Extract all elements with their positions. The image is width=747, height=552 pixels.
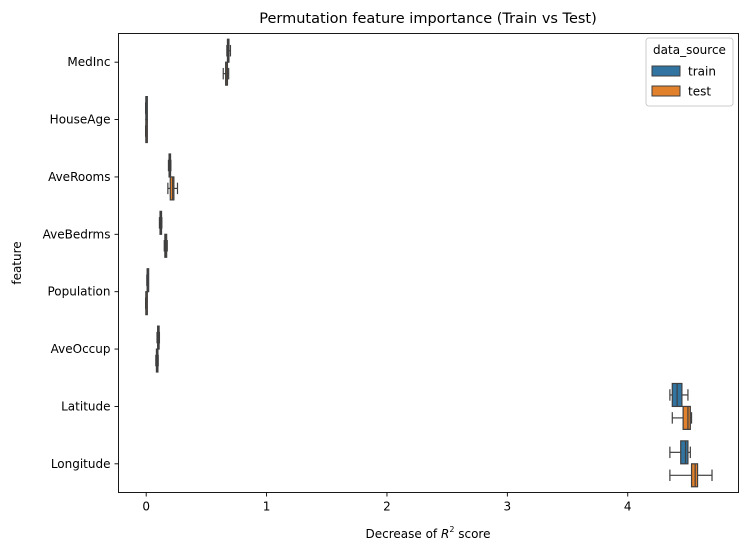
- box-test-0: [222, 61, 230, 86]
- box-train-2: [167, 153, 172, 178]
- x-axis-title: Decrease of R2 score: [366, 525, 491, 541]
- box-iqr: [680, 440, 689, 465]
- box-test-5: [155, 348, 159, 373]
- x-tick-label: 3: [504, 500, 512, 514]
- x-tick-label: 2: [383, 500, 391, 514]
- x-axis-title-suffix: score: [454, 527, 490, 541]
- box-test-2: [167, 176, 179, 201]
- legend-label-test: test: [688, 85, 711, 99]
- y-tick-label: AveOccup: [51, 342, 111, 356]
- box-iqr: [682, 405, 691, 430]
- box-train-7: [669, 440, 691, 465]
- plot-frame: [118, 33, 739, 493]
- box-test-1: [144, 118, 148, 144]
- x-axis-title-prefix: Decrease of: [366, 527, 441, 541]
- box-test-4: [144, 291, 148, 316]
- y-axis-title: feature: [10, 241, 24, 284]
- chart-title: Permutation feature importance (Train vs…: [259, 11, 597, 27]
- legend-label-train: train: [688, 65, 716, 79]
- y-tick-label: Longitude: [51, 457, 111, 471]
- box-train-0: [226, 38, 232, 63]
- y-tick-label: HouseAge: [50, 113, 111, 127]
- y-tick-label: AveBedrms: [43, 227, 111, 241]
- x-tick-label: 4: [624, 500, 632, 514]
- box-test-7: [669, 463, 713, 488]
- y-tick-label: Latitude: [61, 399, 110, 413]
- y-tick-label: MedInc: [67, 55, 110, 69]
- x-tick-label: 0: [142, 500, 150, 514]
- legend-swatch-test: [651, 85, 681, 97]
- legend-swatch-train: [651, 65, 681, 77]
- box-test-6: [671, 405, 693, 430]
- x-axis-title-math: R: [441, 527, 449, 541]
- box-train-4: [146, 268, 150, 293]
- box-train-3: [158, 210, 163, 235]
- box-train-1: [144, 96, 148, 121]
- axes: 0 1 2 3 4 MedInc HouseAge AveRooms AveBedrms Popu…: [43, 55, 632, 513]
- legend-title: data_source: [653, 43, 726, 57]
- x-tick-label: 1: [263, 500, 271, 514]
- box-train-5: [156, 325, 161, 350]
- box-iqr: [169, 176, 175, 201]
- box-iqr: [690, 463, 699, 488]
- plot-area: [144, 38, 713, 488]
- y-tick-label: AveRooms: [48, 170, 110, 184]
- x-axis-title-sup: 2: [449, 525, 454, 534]
- box-train-6: [669, 382, 689, 408]
- y-tick-label: Population: [47, 285, 110, 299]
- box-test-3: [163, 233, 168, 258]
